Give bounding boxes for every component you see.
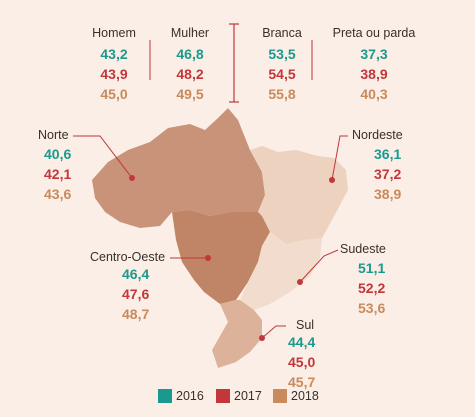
- nordeste-2016: 36,1: [374, 146, 402, 162]
- callout-norte-line: [73, 135, 133, 179]
- callout-centro-oeste-dot: [205, 255, 211, 261]
- branca-label: Branca: [262, 26, 302, 40]
- sudeste-2016: 51,1: [358, 260, 386, 276]
- sul-2016: 44,4: [288, 334, 316, 350]
- norte-2016: 40,6: [44, 146, 72, 162]
- sul-2018: 45,7: [288, 374, 316, 390]
- norte-2018: 43,6: [44, 186, 72, 202]
- region-centro-oeste: [172, 210, 270, 304]
- homem-2017: 43,9: [100, 66, 128, 82]
- branca-2018: 55,8: [268, 86, 296, 102]
- centro-oeste-2016: 46,4: [122, 266, 150, 282]
- branca-2016: 53,5: [268, 46, 296, 62]
- centro-oeste-label: Centro-Oeste: [90, 250, 166, 264]
- preta-parda-2016: 37,3: [360, 46, 388, 62]
- preta-parda-2018: 40,3: [360, 86, 388, 102]
- callout-sudeste-dot: [297, 279, 303, 285]
- callout-nordeste-line: [331, 135, 348, 181]
- nordeste-label: Nordeste: [352, 128, 403, 142]
- callout-sul-line: [261, 325, 286, 339]
- callout-norte-dot: [129, 175, 135, 181]
- nordeste-2017: 37,2: [374, 166, 402, 182]
- callout-sudeste-line: [299, 249, 339, 283]
- legend-label-2016: 2016: [176, 389, 204, 403]
- norte-2017: 42,1: [44, 166, 72, 182]
- callout-sul-dot: [259, 335, 265, 341]
- legend-label-2018: 2018: [291, 389, 319, 403]
- sul-2017: 45,0: [288, 354, 316, 370]
- mulher-2018: 49,5: [176, 86, 204, 102]
- region-nordeste: [250, 146, 348, 244]
- region-norte: [92, 108, 265, 228]
- homem-label: Homem: [92, 26, 136, 40]
- region-sudeste: [240, 232, 322, 310]
- mulher-label: Mulher: [170, 26, 210, 40]
- mulher-2017: 48,2: [176, 66, 204, 82]
- preta-parda-2017: 38,9: [360, 66, 388, 82]
- region-sul: [212, 300, 262, 368]
- sudeste-label: Sudeste: [340, 242, 386, 256]
- callout-nordeste-dot: [329, 177, 335, 183]
- sudeste-2018: 53,6: [358, 300, 386, 316]
- legend-label-2017: 2017: [234, 389, 262, 403]
- branca-2017: 54,5: [268, 66, 296, 82]
- legend-swatch-2018: [273, 389, 287, 403]
- sul-label: Sul: [296, 318, 315, 332]
- legend-swatch-2016: [158, 389, 172, 403]
- homem-2016: 43,2: [100, 46, 128, 62]
- norte-label: Norte: [38, 128, 69, 142]
- homem-2018: 45,0: [100, 86, 128, 102]
- nordeste-2018: 38,9: [374, 186, 402, 202]
- centro-oeste-2018: 48,7: [122, 306, 150, 322]
- centro-oeste-2017: 47,6: [122, 286, 150, 302]
- mulher-2016: 46,8: [176, 46, 204, 62]
- sudeste-2017: 52,2: [358, 280, 386, 296]
- preta-parda-label: Preta ou parda: [332, 26, 416, 40]
- legend-swatch-2017: [216, 389, 230, 403]
